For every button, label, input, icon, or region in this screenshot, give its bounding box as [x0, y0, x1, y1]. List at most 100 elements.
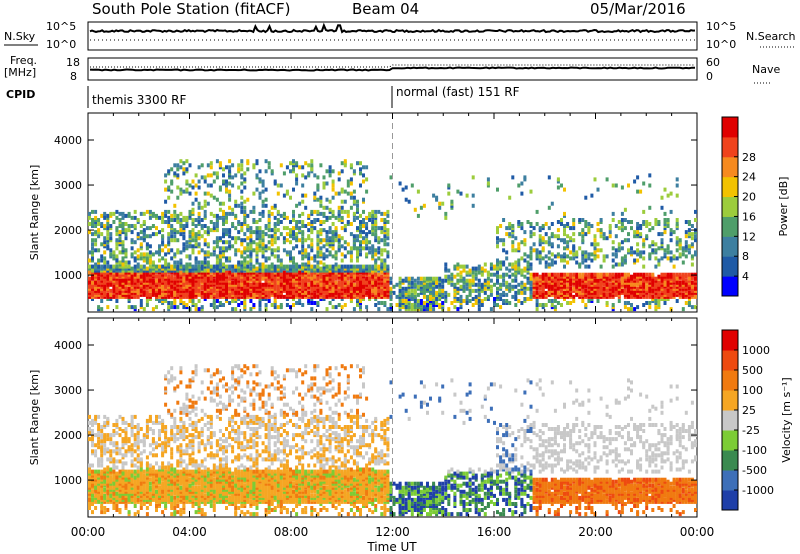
- heatmap-cell: [276, 191, 280, 196]
- heatmap-cell: [118, 433, 122, 438]
- heatmap-cell: [118, 493, 122, 498]
- heatmap-cell: [325, 234, 329, 239]
- heatmap-cell: [493, 303, 496, 307]
- heatmap-cell: [91, 423, 94, 427]
- freq-tick-left-top: 18: [66, 56, 80, 69]
- heatmap-cell: [456, 264, 460, 269]
- heatmap-cell: [200, 234, 204, 239]
- heatmap-cell: [611, 303, 615, 307]
- heatmap-cell: [581, 272, 585, 277]
- heatmap-cell: [566, 272, 570, 277]
- heatmap-cell: [432, 297, 436, 301]
- heatmap-cell: [678, 280, 682, 285]
- heatmap-cell: [584, 195, 588, 200]
- heatmap-cell: [295, 264, 299, 269]
- heatmap-cell: [349, 264, 353, 269]
- heatmap-cell: [666, 272, 670, 277]
- heatmap-cell: [249, 242, 253, 247]
- heatmap-cell: [547, 236, 551, 241]
- heatmap-cell: [200, 248, 204, 253]
- heatmap-cell: [212, 272, 216, 277]
- heatmap-cell: [690, 305, 694, 310]
- heatmap-cell: [139, 252, 143, 257]
- heatmap-cell: [215, 288, 219, 293]
- heatmap-cell: [419, 288, 423, 293]
- heatmap-cell: [648, 244, 652, 249]
- heatmap-cell: [173, 260, 177, 265]
- heatmap-cell: [124, 435, 128, 440]
- heatmap-cell: [477, 292, 481, 297]
- heatmap-cell: [124, 493, 128, 498]
- heatmap-cell: [349, 181, 353, 186]
- heatmap-cell: [608, 288, 612, 293]
- heatmap-cell: [136, 262, 140, 267]
- heatmap-cell: [97, 485, 101, 490]
- heatmap-cell: [630, 220, 633, 224]
- heatmap-cell: [249, 238, 253, 243]
- heatmap-cell: [237, 230, 241, 235]
- heatmap-cell: [106, 222, 110, 226]
- heatmap-cell: [337, 234, 341, 239]
- heatmap-cell: [651, 294, 655, 299]
- heatmap-cell: [352, 288, 356, 293]
- heatmap-cell: [212, 195, 216, 200]
- heatmap-cell: [684, 272, 688, 277]
- heatmap-cell: [584, 258, 588, 263]
- heatmap-cell: [611, 246, 615, 251]
- heatmap-cell: [115, 431, 119, 436]
- heatmap-cell: [118, 451, 122, 456]
- heatmap-cell: [295, 288, 299, 293]
- heatmap-cell: [273, 299, 277, 303]
- heatmap-cell: [325, 254, 329, 259]
- heatmap-cell: [630, 288, 633, 293]
- heatmap-cell: [365, 252, 369, 257]
- heatmap-cell: [100, 425, 104, 429]
- heatmap-cell: [155, 232, 158, 237]
- heatmap-cell: [267, 240, 271, 245]
- heatmap-cell: [432, 280, 436, 285]
- heatmap-cell: [200, 205, 204, 210]
- heatmap-cell: [365, 165, 369, 170]
- heatmap-cell: [292, 280, 295, 285]
- heatmap-cell: [514, 260, 518, 265]
- heatmap-cell: [103, 510, 107, 515]
- heatmap-cell: [118, 230, 122, 235]
- heatmap-cell: [170, 167, 174, 172]
- heatmap-cell: [471, 274, 475, 279]
- heatmap-cell: [483, 280, 487, 285]
- heatmap-cell: [566, 234, 570, 239]
- heatmap-cell: [547, 240, 551, 245]
- heatmap-cell: [203, 209, 207, 214]
- heatmap-cell: [520, 284, 524, 289]
- heatmap-cell: [550, 201, 554, 206]
- heatmap-cell: [310, 226, 314, 231]
- heatmap-cell: [687, 250, 691, 255]
- heatmap-cell: [426, 305, 429, 310]
- heatmap-cell: [124, 461, 128, 466]
- heatmap-cell: [237, 260, 241, 265]
- heatmap-cell: [127, 228, 131, 233]
- heatmap-cell: [100, 453, 104, 458]
- heatmap-cell: [560, 183, 563, 188]
- heatmap-cell: [212, 288, 216, 293]
- heatmap-cell: [130, 238, 134, 243]
- heatmap-cell: [258, 242, 262, 247]
- heatmap-cell: [182, 189, 186, 194]
- heatmap-cell: [292, 159, 295, 164]
- heatmap-cell: [627, 280, 630, 285]
- heatmap-cell: [398, 276, 402, 281]
- heatmap-cell: [94, 288, 98, 293]
- heatmap-cell: [465, 264, 469, 269]
- heatmap-cell: [240, 260, 244, 265]
- heatmap-cell: [200, 305, 204, 310]
- heatmap-cell: [167, 169, 171, 174]
- heatmap-cell: [611, 305, 615, 310]
- heatmap-cell: [596, 272, 600, 277]
- heatmap-cell: [328, 165, 332, 170]
- heatmap-cell: [374, 228, 378, 233]
- heatmap-cell: [538, 260, 542, 265]
- heatmap-cell: [407, 199, 411, 204]
- heatmap-cell: [356, 280, 359, 285]
- heatmap-cell: [690, 242, 694, 247]
- heatmap-cell: [614, 224, 618, 228]
